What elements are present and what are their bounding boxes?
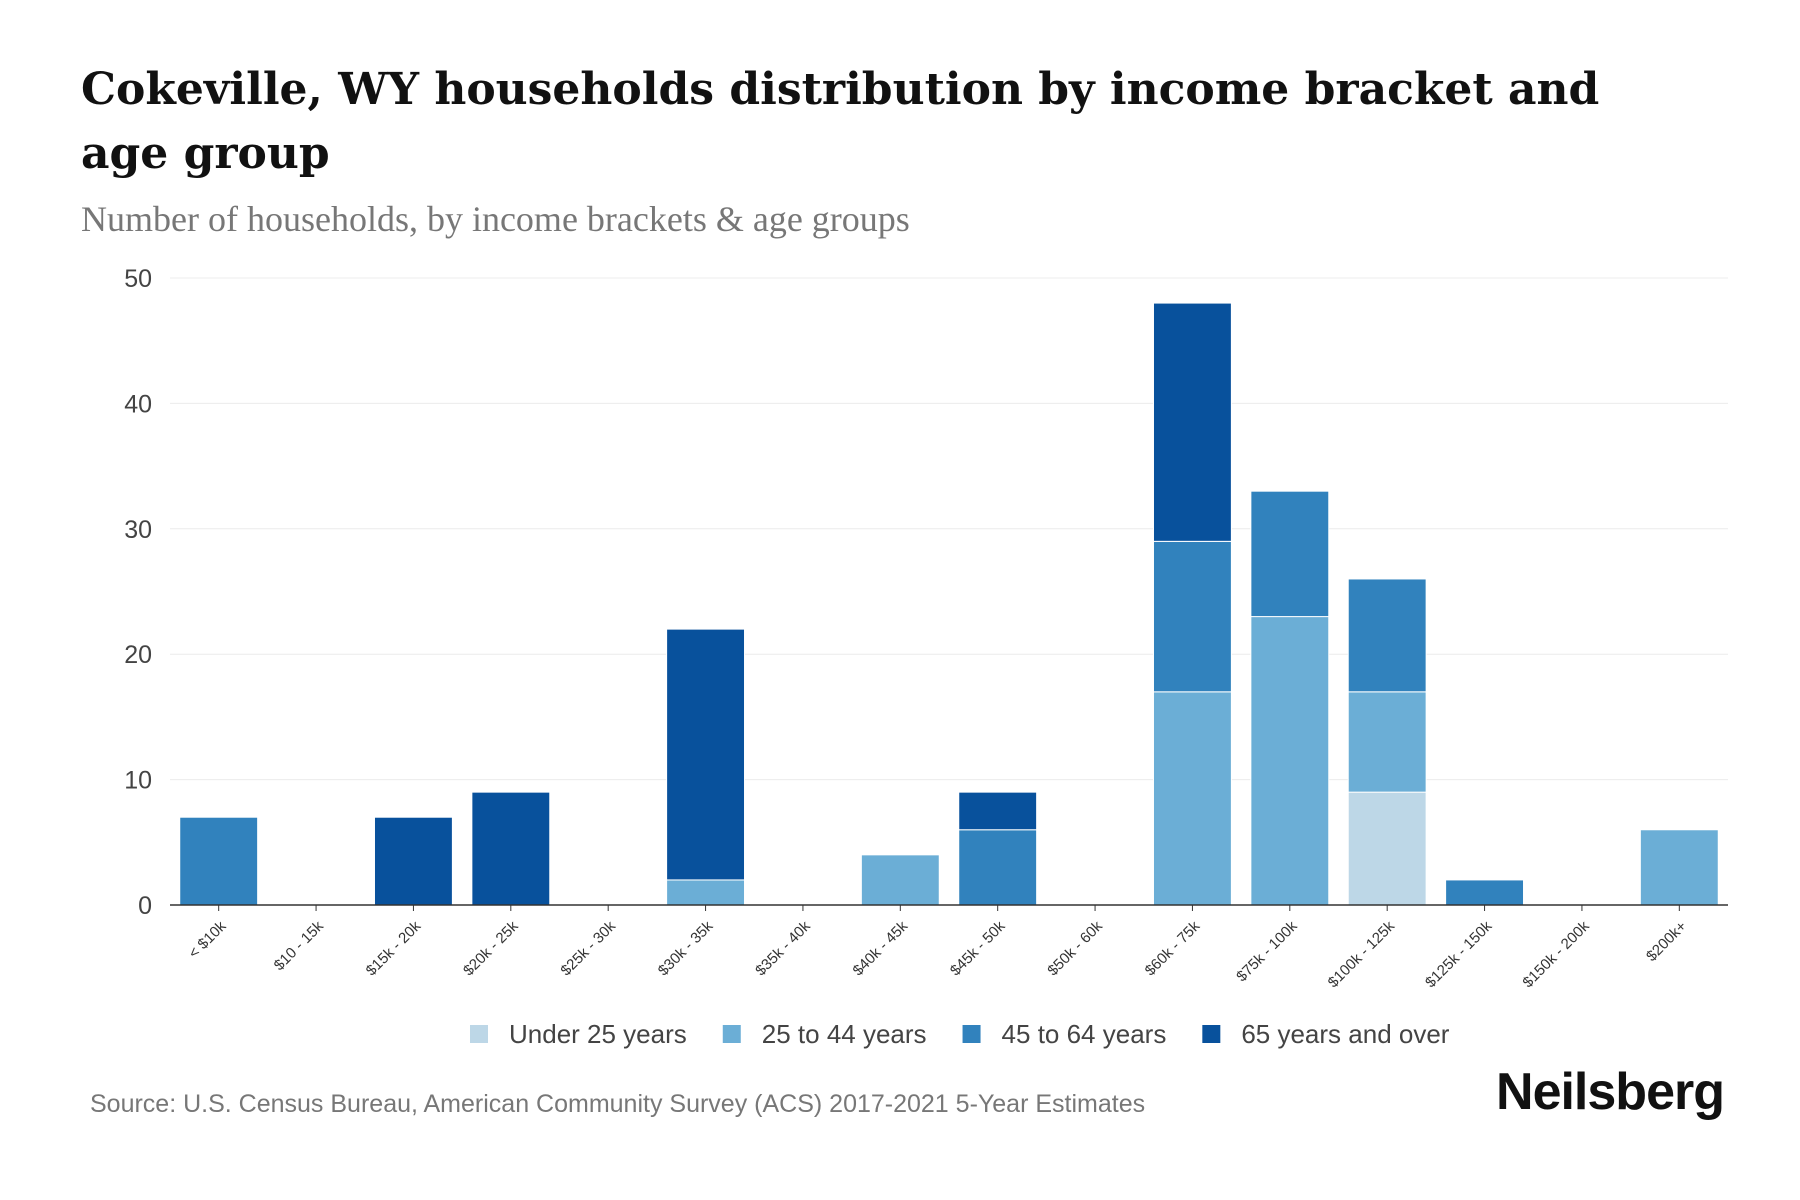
y-tick-label: 30 — [124, 516, 152, 544]
bar-segment — [1250, 616, 1330, 906]
bar-segment — [666, 628, 746, 881]
x-tick-label: $200k+ — [1643, 918, 1690, 965]
x-tick-label: $45k - 50k — [947, 917, 1009, 979]
bar-segment — [1250, 490, 1330, 618]
bar-segment — [471, 791, 551, 906]
x-tick-label: $30k - 35k — [655, 917, 717, 979]
x-tick-label: $50k - 60k — [1044, 917, 1106, 979]
bar-segment — [1152, 540, 1232, 693]
bar-segment — [958, 791, 1038, 831]
bar-segment — [1445, 879, 1525, 906]
bar-segment — [1152, 302, 1232, 542]
y-tick-label: 50 — [124, 265, 152, 293]
x-tick-label: $25k - 30k — [557, 917, 619, 979]
chart-subtitle: Number of households, by income brackets… — [81, 199, 910, 239]
legend-label: 65 years and over — [1241, 1019, 1449, 1049]
bar-segment — [1347, 691, 1427, 793]
bar-segment — [958, 829, 1038, 906]
x-tick-label: $20k - 25k — [460, 917, 522, 979]
bar-segment — [373, 816, 453, 906]
x-tick-label: $75k - 100k — [1233, 917, 1301, 985]
y-tick-label: 40 — [124, 390, 152, 418]
x-tick-label: $15k - 20k — [363, 917, 425, 979]
chart-title: Cokeville, WY households distribution by… — [81, 64, 1600, 179]
legend-label: 25 to 44 years — [762, 1019, 927, 1049]
legend-swatch — [962, 1025, 981, 1043]
x-tick-label: $150k - 200k — [1519, 917, 1593, 991]
neilsberg-logo: Neilsberg — [1496, 1063, 1725, 1121]
bar-segment — [666, 879, 746, 906]
bar-segment — [860, 854, 940, 906]
x-tick-label: < $10k — [185, 917, 230, 962]
y-tick-label: 10 — [124, 767, 152, 795]
legend-swatch — [722, 1025, 741, 1043]
bar-segment — [1639, 829, 1719, 906]
x-tick-label: $10 - 15k — [271, 917, 328, 974]
legend-swatch — [1202, 1025, 1221, 1043]
legend-swatch — [470, 1025, 488, 1043]
x-tick-label: $60k - 75k — [1142, 917, 1204, 979]
bar-segment — [1347, 791, 1427, 906]
x-tick-label: $100k - 125k — [1325, 917, 1399, 991]
bar-segment — [1152, 691, 1232, 906]
source-note: Source: U.S. Census Bureau, American Com… — [90, 1090, 1146, 1118]
bar-segment — [179, 816, 259, 906]
y-tick-label: 0 — [138, 892, 152, 920]
bar-segment — [1347, 578, 1427, 693]
x-tick-label: $125k - 150k — [1422, 917, 1496, 991]
legend-label: 45 to 64 years — [1002, 1019, 1167, 1049]
x-tick-label: $35k - 40k — [752, 917, 814, 979]
x-tick-label: $40k - 45k — [850, 917, 912, 979]
legend-label: Under 25 years — [509, 1019, 687, 1049]
y-tick-label: 20 — [124, 641, 152, 669]
